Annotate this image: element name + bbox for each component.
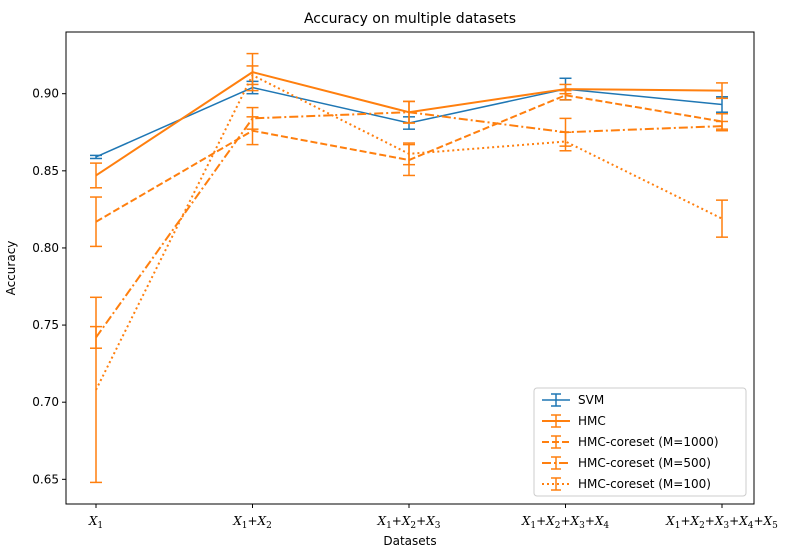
error-bar [403, 100, 415, 124]
y-tick-label: 0.75 [32, 318, 59, 332]
variable: +X [536, 514, 555, 528]
legend-box [533, 387, 747, 497]
legend-label: HMC-coreset (M=100) [578, 477, 711, 491]
x-tick-label: X1+X2+X3+X4+X5 [665, 514, 778, 531]
y-tick-label: 0.65 [32, 472, 59, 486]
subscript: 2 [410, 521, 416, 531]
error-bar [559, 89, 572, 101]
x-tick-label: X1+X2+X3+X4 [521, 514, 610, 531]
legend-label: HMC-coreset (M=500) [578, 456, 711, 470]
variable: +X [729, 514, 748, 528]
subscript: 2 [555, 521, 561, 531]
legend-label: SVM [578, 393, 604, 407]
variable: X [377, 514, 387, 528]
error-bar [559, 131, 572, 152]
x-axis-label: Datasets [383, 534, 436, 548]
subscript: 4 [603, 521, 609, 531]
x-tick-label: X1 [88, 514, 103, 531]
error-bar [403, 142, 415, 166]
error-bar [90, 162, 102, 189]
variable: +X [680, 514, 699, 528]
error-bar [716, 82, 728, 100]
subscript: 2 [699, 521, 705, 531]
subscript: 2 [266, 521, 272, 531]
legend-entry: HMC [542, 414, 606, 428]
legend-entry: HMC-coreset (M=1000) [542, 435, 719, 449]
error-bar [246, 65, 259, 86]
subscript: 1 [675, 521, 681, 531]
variable: +X [247, 514, 266, 528]
legend: SVM HMC HMC-coreset (M=1000) HMC-coreset (M… [533, 387, 747, 497]
legend-entry: SVM [542, 393, 604, 407]
error-bar [90, 154, 102, 160]
x-tick-label: X1+X2 [232, 514, 272, 531]
subscript: 3 [579, 521, 585, 531]
subscript: 3 [435, 521, 441, 531]
legend-label: HMC [578, 414, 606, 428]
variable: +X [560, 514, 579, 528]
legend-entry: HMC-coreset (M=500) [542, 456, 711, 470]
subscript: 1 [530, 521, 536, 531]
legend-entry: HMC-coreset (M=100) [542, 477, 711, 491]
subscript: 4 [748, 521, 754, 531]
chart-title: Accuracy on multiple datasets [304, 11, 516, 27]
variable: +X [392, 514, 411, 528]
error-bar [90, 196, 102, 248]
legend-label: HMC-coreset (M=1000) [578, 435, 719, 449]
error-bar [246, 106, 259, 130]
y-tick-label: 0.85 [32, 164, 59, 178]
axes-frame [65, 31, 755, 505]
subscript: 1 [242, 521, 248, 531]
variable: X [232, 514, 242, 528]
variable: X [665, 514, 675, 528]
x-tick-label: X1+X2+X3 [377, 514, 441, 531]
variable: +X [705, 514, 724, 528]
variable: X [521, 514, 531, 528]
variable: +X [416, 514, 435, 528]
error-bar [716, 120, 728, 132]
error-bar [716, 199, 728, 238]
subscript: 1 [386, 521, 392, 531]
error-bar [90, 296, 102, 484]
subscript: 3 [723, 521, 729, 531]
subscript: 5 [772, 521, 778, 531]
variable: X [88, 514, 98, 528]
variable: +X [585, 514, 604, 528]
y-tick-label: 0.70 [32, 395, 59, 409]
variable: +X [753, 514, 772, 528]
y-tick-label: 0.90 [32, 87, 59, 101]
y-tick-label: 0.80 [32, 241, 59, 255]
subscript: 1 [97, 521, 103, 531]
y-axis-label: Accuracy [4, 241, 18, 296]
